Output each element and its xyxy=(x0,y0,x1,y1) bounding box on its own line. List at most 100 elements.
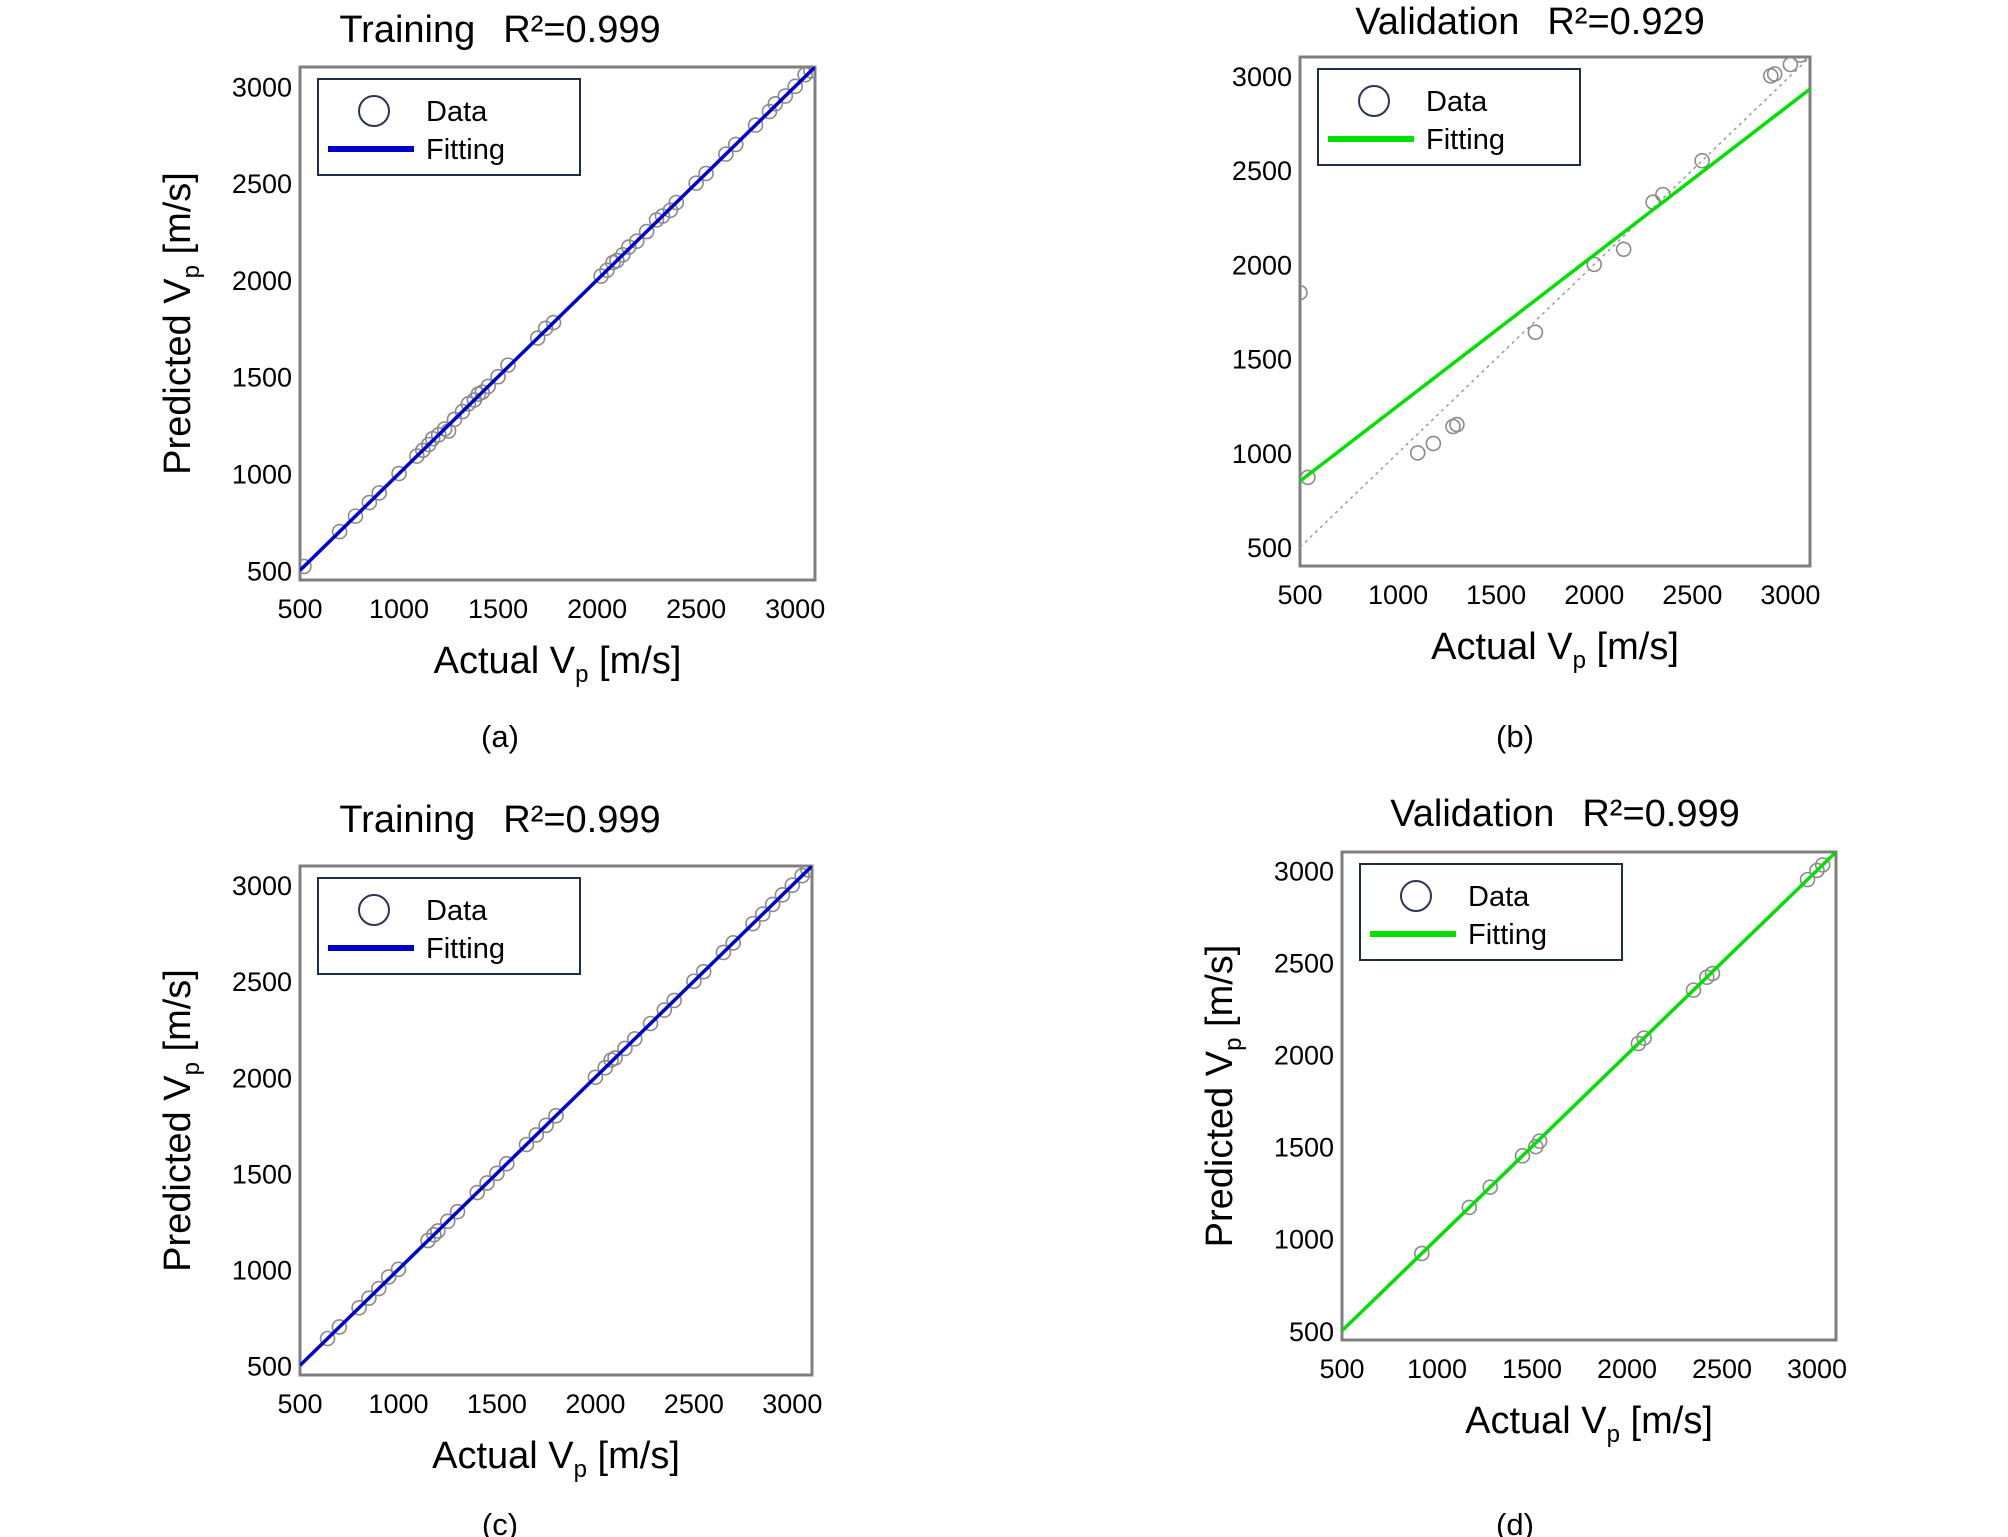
data-point xyxy=(607,1050,623,1066)
chart-panel-a: 500 1000 1500 2000 2500 3000 500 1000 1500 2000 25… xyxy=(157,9,825,754)
plot-area xyxy=(300,866,812,1367)
data-point xyxy=(715,944,732,961)
data-point xyxy=(545,314,562,331)
x-tick-label: 1000 xyxy=(369,594,429,624)
data-point xyxy=(774,887,791,903)
x-tick-label: 2000 xyxy=(1597,1354,1657,1384)
y-tick-label: 1500 xyxy=(232,1159,292,1189)
plot-area xyxy=(1342,852,1836,1333)
data-point xyxy=(449,1203,466,1220)
x-tick-label: 500 xyxy=(277,594,322,624)
data-point xyxy=(474,384,491,401)
x-tick-label: 1000 xyxy=(1368,580,1428,610)
y-tick-label: 3000 xyxy=(1232,62,1292,92)
data-point xyxy=(380,1269,397,1285)
data-point xyxy=(777,88,794,104)
data-point xyxy=(1425,435,1442,452)
plot-area xyxy=(300,67,815,575)
data-point xyxy=(415,442,431,459)
data-point xyxy=(1461,1199,1478,1216)
y-tick-label: 500 xyxy=(247,1351,292,1381)
data-point xyxy=(498,1155,515,1172)
panel-caption: (a) xyxy=(481,719,519,754)
data-point xyxy=(1685,982,1702,998)
data-point xyxy=(593,268,609,284)
data-point xyxy=(490,368,506,385)
data-point xyxy=(420,1232,436,1249)
legend: Data Fitting xyxy=(317,78,581,176)
legend-data-marker xyxy=(358,894,390,926)
data-point xyxy=(695,963,712,980)
data-point xyxy=(1636,1030,1652,1046)
x-tick-label: 1500 xyxy=(1466,580,1526,610)
y-tick-label: 3000 xyxy=(1274,856,1334,886)
x-tick-label: 2000 xyxy=(567,594,627,624)
legend-data-label: Data xyxy=(1468,881,1530,913)
data-point xyxy=(718,146,734,162)
data-point xyxy=(300,558,312,575)
data-point xyxy=(1694,152,1710,169)
data-point xyxy=(1792,57,1808,63)
data-point xyxy=(548,1107,564,1124)
data-point xyxy=(767,95,784,112)
data-point xyxy=(1799,871,1816,888)
legend-fit-label: Fitting xyxy=(426,933,505,965)
y-tick-label: 2000 xyxy=(1274,1041,1334,1071)
data-point xyxy=(1809,862,1825,879)
y-tick-label: 1000 xyxy=(232,460,292,490)
data-point xyxy=(489,1165,505,1182)
data-point xyxy=(609,252,625,269)
data-point xyxy=(1300,284,1308,301)
legend: Data Fitting xyxy=(1317,68,1581,166)
legend-box xyxy=(1317,68,1581,166)
legend-box xyxy=(317,78,581,176)
data-point xyxy=(1766,66,1783,82)
chart-panel-b: 500 1000 1500 2000 2500 3000 500 1000 1500 2000 25… xyxy=(1232,1,1821,754)
data-point xyxy=(1449,416,1465,433)
x-axis-label: Actual Vp [m/s] xyxy=(1431,626,1679,674)
data-point xyxy=(529,330,546,346)
x-tick-label: 3000 xyxy=(1760,580,1820,610)
data-point xyxy=(794,867,810,884)
data-point xyxy=(454,403,471,420)
data-point xyxy=(615,246,631,263)
y-tick-label: 2500 xyxy=(1274,948,1334,978)
fit-line xyxy=(300,67,815,572)
y-tick-label: 1500 xyxy=(1232,345,1292,375)
y-tick-label: 3000 xyxy=(232,871,292,901)
data-point xyxy=(409,448,425,464)
legend: Data Fitting xyxy=(317,877,581,975)
x-tick-label: 3000 xyxy=(762,1389,822,1419)
data-point xyxy=(725,935,742,951)
data-point xyxy=(391,465,407,482)
x-tick-label: 2000 xyxy=(565,1389,625,1419)
y-tick-label: 1500 xyxy=(1274,1133,1334,1163)
y-tick-label: 500 xyxy=(1289,1317,1334,1347)
x-tick-label: 500 xyxy=(277,1389,322,1419)
data-point xyxy=(331,1319,348,1335)
y-tick-label: 2500 xyxy=(232,169,292,199)
y-axis-label: Predicted Vp [m/s] xyxy=(157,172,205,475)
identity-line xyxy=(1300,57,1810,548)
chart-title: Training R²=0.999 xyxy=(339,799,660,841)
chart-panel-c: 500 1000 1500 2000 2500 3000 500 1000 1500 2000 25… xyxy=(157,799,822,1537)
data-point xyxy=(331,523,348,540)
data-point xyxy=(727,136,744,153)
data-point xyxy=(1615,241,1632,258)
data-point xyxy=(426,1226,442,1243)
y-tick-label: 2000 xyxy=(1232,250,1292,280)
y-tick-label: 2000 xyxy=(232,1063,292,1093)
chart-title: Validation R²=0.929 xyxy=(1355,1,1704,43)
chart-title: Training R²=0.999 xyxy=(339,9,660,51)
data-point xyxy=(1782,57,1799,73)
panel-caption: (d) xyxy=(1496,1507,1534,1537)
y-tick-label: 1000 xyxy=(1274,1225,1334,1255)
x-tick-label: 1500 xyxy=(468,594,528,624)
chart-panel-d: 500 1000 1500 2000 2500 3000 500 1000 1500 2000 25… xyxy=(1199,793,1847,1537)
data-point xyxy=(626,1031,643,1047)
y-tick-label: 1500 xyxy=(232,363,292,393)
data-point xyxy=(642,1015,659,1032)
x-axis-label: Actual Vp [m/s] xyxy=(434,640,682,688)
data-point xyxy=(469,1184,486,1201)
